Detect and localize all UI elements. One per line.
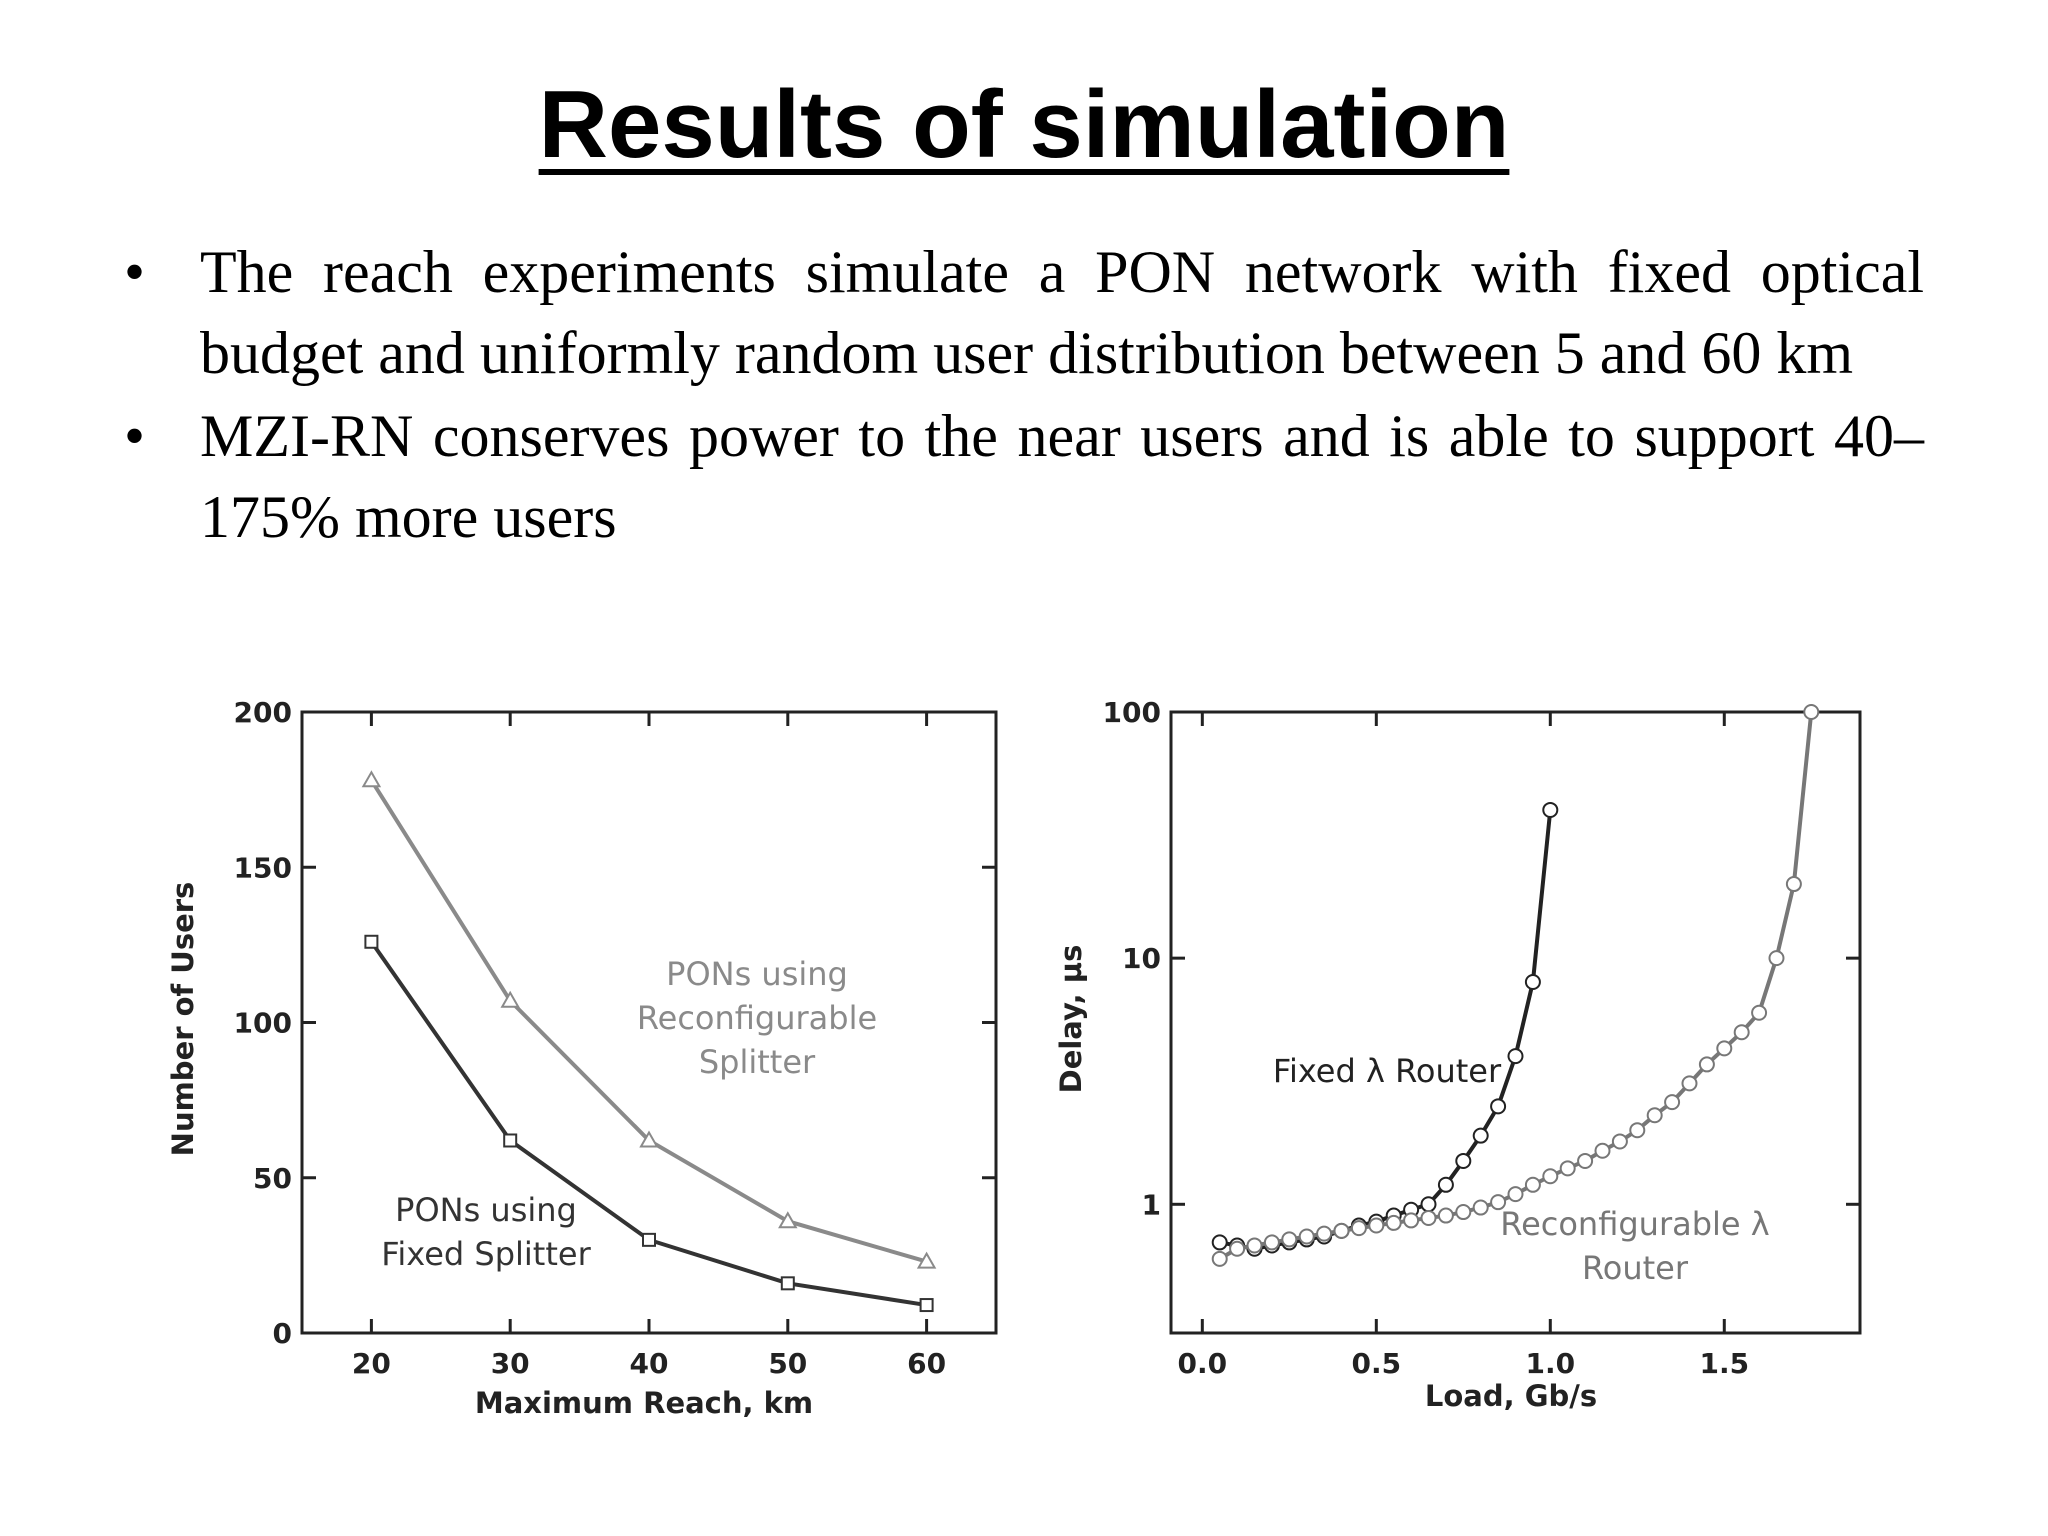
y-tick-label: 50 [253, 1162, 292, 1195]
point [1768, 950, 1785, 967]
point [1646, 1107, 1663, 1124]
x-axis-label: Maximum Reach, km [475, 1386, 813, 1420]
x-tick-label: 20 [352, 1347, 391, 1380]
point [1385, 1214, 1402, 1231]
point [1437, 1207, 1454, 1224]
point [1577, 1152, 1594, 1169]
y-tick-label: 0 [273, 1317, 292, 1350]
point [1611, 1133, 1628, 1150]
x-tick-label: 1.0 [1525, 1347, 1575, 1380]
point [1403, 1212, 1420, 1229]
series-line [1219, 809, 1553, 1251]
point [1507, 1048, 1524, 1065]
point [1316, 1225, 1333, 1242]
point [1559, 1160, 1576, 1177]
x-tick-label: 0.0 [1178, 1347, 1228, 1380]
point [503, 1133, 518, 1148]
x-tick-label: 40 [630, 1347, 669, 1380]
point [1455, 1204, 1472, 1221]
point [1490, 1194, 1507, 1211]
point [639, 1130, 659, 1148]
point [1455, 1152, 1472, 1169]
series-label: Reconfigurable λ Router [1500, 1205, 1770, 1287]
point [1524, 1176, 1541, 1193]
y-tick-label: 10 [1122, 942, 1161, 975]
point [1733, 1024, 1750, 1041]
point [919, 1298, 934, 1313]
y-tick-label: 100 [234, 1007, 292, 1040]
slide-title: Results of simulation [538, 71, 1510, 178]
point [1751, 1004, 1768, 1021]
x-tick-label: 30 [491, 1347, 530, 1380]
point [1281, 1231, 1298, 1248]
y-axis-label: Delay, µs [1054, 945, 1088, 1094]
point [1594, 1142, 1611, 1159]
point [1333, 1222, 1350, 1239]
point [1420, 1209, 1437, 1226]
y-axis-label: Number of Users [166, 882, 200, 1157]
bullet: MZI-RN conserves power to the near users… [124, 396, 1924, 558]
point [364, 934, 379, 949]
x-axis-label: Load, Gb/s [1425, 1379, 1597, 1413]
point [1785, 876, 1802, 893]
point [1350, 1220, 1367, 1237]
point [1664, 1094, 1681, 1111]
point [1211, 1234, 1228, 1251]
point [780, 1276, 795, 1291]
point [1420, 1196, 1437, 1213]
point [361, 770, 382, 788]
point [778, 1211, 798, 1229]
point [1629, 1122, 1646, 1139]
point [1803, 704, 1820, 720]
point [1472, 1199, 1489, 1216]
point [916, 1251, 937, 1269]
plot-frame [1169, 710, 1862, 1335]
y-tick-label: 100 [1103, 696, 1161, 729]
point [1437, 1176, 1454, 1193]
point [642, 1232, 656, 1247]
x-tick-label: 60 [907, 1347, 946, 1380]
x-tick-label: 50 [768, 1347, 807, 1380]
series-line [1218, 711, 1814, 1261]
point [500, 990, 520, 1008]
point [1542, 1168, 1559, 1185]
y-tick-label: 1 [1142, 1188, 1161, 1221]
point [1229, 1240, 1246, 1257]
point [1368, 1217, 1385, 1234]
point [1507, 1186, 1524, 1203]
point [1246, 1237, 1263, 1254]
y-tick-label: 150 [234, 851, 292, 884]
point [1211, 1250, 1228, 1267]
series-label: PONs using Fixed Splitter [381, 1191, 591, 1273]
point [1698, 1056, 1715, 1073]
x-tick-label: 1.5 [1699, 1347, 1749, 1380]
point [1298, 1228, 1315, 1245]
y-tick-label: 200 [234, 696, 292, 729]
series-label: PONs using Reconfigurable Splitter [636, 955, 878, 1081]
point [1542, 801, 1559, 818]
x-tick-label: 0.5 [1352, 1347, 1402, 1380]
point [1263, 1234, 1280, 1251]
point [1472, 1127, 1489, 1144]
bullet: The reach experiments simulate a PON net… [124, 232, 1924, 394]
series-label: Fixed λ Router [1272, 1052, 1502, 1090]
point [1524, 974, 1541, 991]
point [1716, 1040, 1733, 1057]
point [1681, 1075, 1698, 1092]
bullet-list: The reach experiments simulate a PON net… [118, 232, 1924, 560]
point [1490, 1098, 1507, 1115]
